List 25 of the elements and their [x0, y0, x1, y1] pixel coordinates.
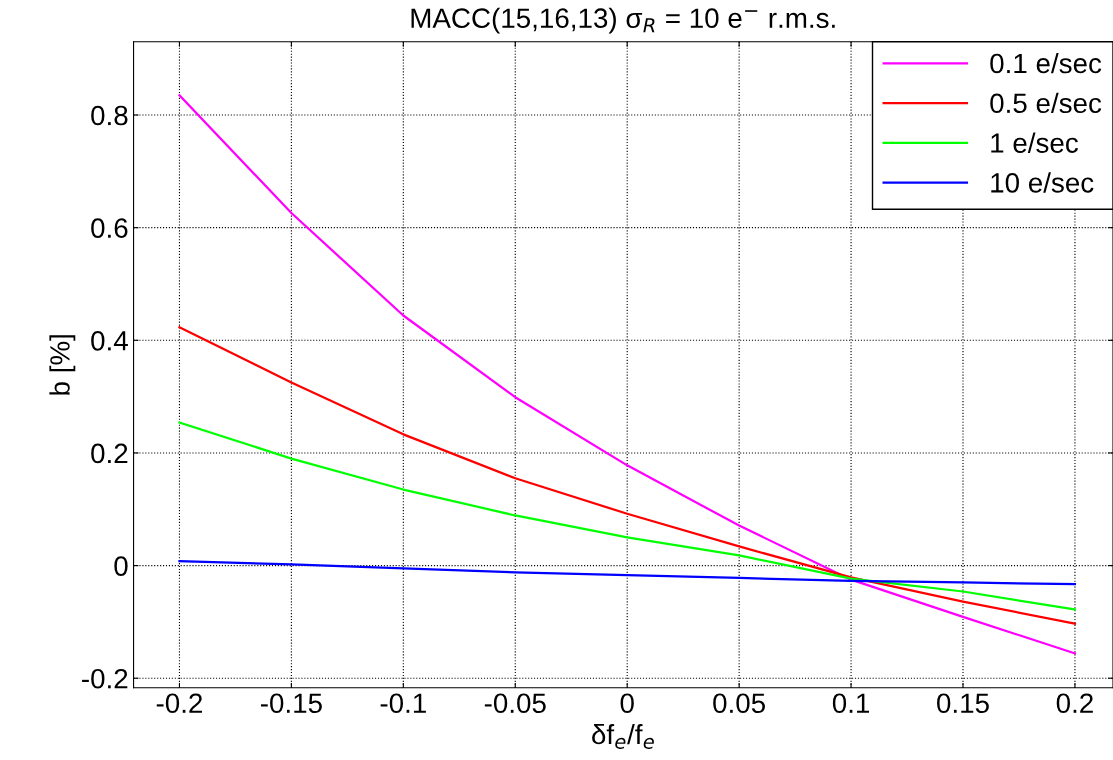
x-tick-label: -0.05 [484, 693, 546, 714]
y-tick-label: -0.2 [82, 668, 128, 689]
y-tick-label: 0 [114, 556, 128, 576]
y-tick-label: 0.2 [91, 443, 128, 464]
line-series [178, 421, 1077, 611]
legend-label: 1 e/sec [991, 132, 1078, 153]
x-tick-label: 0.05 [713, 693, 765, 714]
legend-label: 0.5 e/sec [990, 92, 1102, 114]
x-tick-label: 0.2 [1056, 693, 1093, 714]
y-tick-label: 0.8 [91, 105, 128, 126]
x-tick-label: -0.15 [260, 693, 322, 714]
x-tick-label: -0.1 [380, 693, 426, 714]
x-axis-title: δf$_{e}$/f$_{e}$ [592, 723, 654, 749]
x-tick-label: -0.2 [156, 693, 202, 714]
line-series [178, 559, 1077, 586]
x-tick-label: 0.15 [937, 693, 989, 714]
x-tick-label: 0 [620, 693, 634, 714]
x-tick-label: 0.1 [832, 693, 870, 714]
y-axis-title: b [%] [49, 335, 76, 395]
chart-title: MACC(15,16,13) σ$_{R}$ = 10 e$^{−}$ r.m.s. [411, 7, 835, 34]
legend-label: 10 e/sec [991, 172, 1094, 193]
y-tick-label: 0.6 [91, 218, 128, 238]
line-series [178, 326, 1077, 625]
legend-label: 0.1 e/sec [990, 52, 1102, 74]
y-tick-label: 0.4 [91, 330, 128, 351]
